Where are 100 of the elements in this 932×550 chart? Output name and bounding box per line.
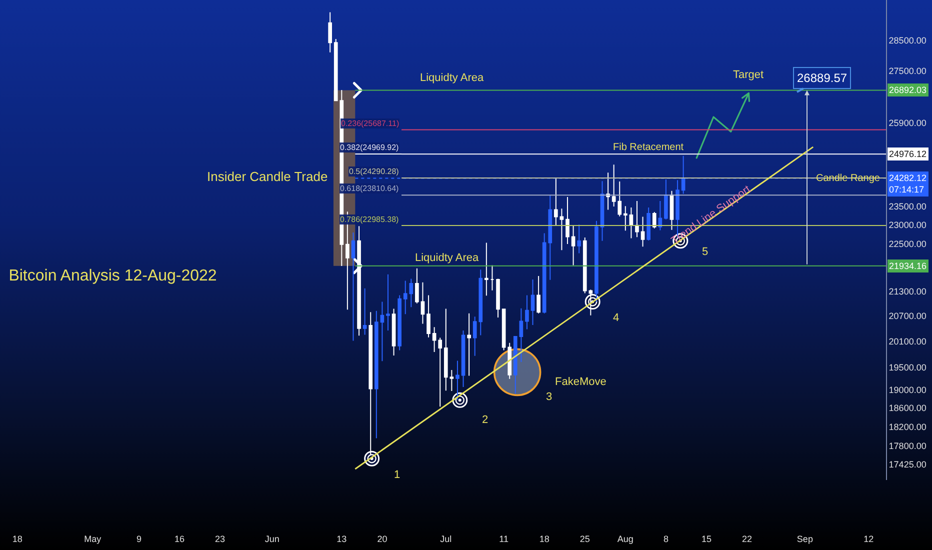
candlestick <box>351 232 356 342</box>
candlestick <box>426 294 430 338</box>
candlestick <box>571 224 576 266</box>
y-tick-label: 17425.00 <box>888 459 926 470</box>
candlestick <box>577 224 581 254</box>
text: Bitcoin Analysis 12-Aug-2022 <box>8 268 217 285</box>
candlestick <box>432 326 436 352</box>
candlestick <box>484 242 488 296</box>
candlestick <box>508 342 512 380</box>
candlestick <box>368 312 373 456</box>
x-tick-label: May <box>84 534 102 544</box>
y-tick-label: 18600.00 <box>888 403 926 414</box>
candlestick <box>629 207 634 239</box>
x-tick-label: 15 <box>701 534 712 544</box>
annotation: Liquidty Area <box>420 72 484 84</box>
candlestick <box>490 264 494 291</box>
candlestick <box>438 337 442 408</box>
candlestick <box>606 172 610 210</box>
x-tick-label: Jul <box>440 534 452 544</box>
candlestick <box>467 312 471 376</box>
x-tick-label: 20 <box>377 534 388 544</box>
y-tick-label: 25900.00 <box>888 118 926 128</box>
x-tick-label: 18 <box>539 534 550 544</box>
ref-line-label: 24282.12 07:14:17 <box>889 173 927 195</box>
y-tick-label: 20100.00 <box>888 336 926 346</box>
x-tick-label: 16 <box>174 534 185 544</box>
candlestick <box>444 308 448 392</box>
candlestick <box>635 200 639 238</box>
ref-line-label: 26892.03 <box>889 85 927 95</box>
candlestick <box>623 206 628 232</box>
x-tick-label: Sep <box>796 534 813 544</box>
annotation: 4 <box>613 312 620 324</box>
x-tick-label: 11 <box>499 534 508 544</box>
annotation: 5 <box>702 246 708 258</box>
x-tick-label: 22 <box>742 534 752 544</box>
annotation: 3 <box>546 391 552 403</box>
candlestick <box>513 336 518 394</box>
candlestick <box>530 279 535 326</box>
x-tick-label: 8 <box>663 534 668 544</box>
y-tick-label: 28500.00 <box>888 35 926 46</box>
ref-line-label: 0.618(23810.64) <box>340 184 400 193</box>
candlestick <box>380 301 384 362</box>
y-tick-label: 23000.00 <box>888 220 926 230</box>
y-tick-label: 23500.00 <box>888 202 926 212</box>
ref-line-label: 0.5(24290.28) <box>349 167 400 176</box>
candlestick <box>640 216 645 248</box>
candlestick <box>502 308 506 351</box>
candlestick <box>664 178 668 220</box>
y-tick-label: 22500.00 <box>888 239 926 250</box>
y-tick-label: 21300.00 <box>888 286 926 296</box>
annotation: 1 <box>394 469 400 481</box>
candlestick <box>652 211 656 229</box>
candlestick <box>646 207 650 241</box>
y-tick-label: 27500.00 <box>888 66 926 76</box>
candlestick <box>496 278 500 318</box>
ref-line-label: 0.786(22985.38) <box>340 215 400 224</box>
y-tick-label: 17800.00 <box>888 441 926 452</box>
candlestick <box>415 268 419 304</box>
ref-line-label: 0.236(25687.11) <box>341 119 400 128</box>
candlestick <box>536 275 540 314</box>
candlestick <box>560 208 564 251</box>
x-tick-label: Aug <box>617 534 634 544</box>
candlestick <box>357 226 361 336</box>
ref-line-label: 24976.12 <box>889 149 927 159</box>
candlestick <box>588 289 593 316</box>
candlestick <box>461 330 466 388</box>
candlestick <box>658 200 662 231</box>
x-tick-label: 13 <box>336 534 347 544</box>
x-tick-label: Jun <box>264 534 280 544</box>
annotation: Insider Candle Trade <box>207 169 328 184</box>
candlestick <box>525 294 529 330</box>
annotation: Target <box>733 69 764 81</box>
annotation: Liquidty Area <box>415 252 480 264</box>
candlestick <box>362 288 367 336</box>
x-tick-label: 25 <box>580 534 590 544</box>
ref-line-label: 21934.16 <box>889 261 927 271</box>
candlestick <box>600 180 604 242</box>
annotation: 2 <box>482 414 488 426</box>
x-tick-label: 9 <box>136 534 142 544</box>
x-tick-label: 12 <box>864 534 874 544</box>
candlestick <box>328 12 332 53</box>
candlestick <box>386 274 390 332</box>
annotation: Fib Retacement <box>613 142 684 153</box>
candlestick <box>450 369 454 392</box>
candlestick <box>566 196 570 244</box>
y-tick-label: 20700.00 <box>888 310 926 321</box>
x-tick-label: 18 <box>12 534 22 544</box>
candlestick <box>392 308 396 356</box>
candlestick <box>398 294 402 351</box>
y-tick-label: 19000.00 <box>888 384 926 395</box>
x-tick-label: 23 <box>215 534 226 544</box>
annotation: 26889.57 <box>797 71 848 85</box>
y-tick-label: 18200.00 <box>888 422 926 432</box>
candlestick <box>420 282 425 324</box>
candlestick <box>582 236 587 294</box>
annotation: FakeMove <box>555 376 606 388</box>
y-tick-label: 19500.00 <box>888 362 926 372</box>
candlestick <box>594 220 598 302</box>
candlestick <box>681 155 686 194</box>
candlestick <box>519 308 524 363</box>
